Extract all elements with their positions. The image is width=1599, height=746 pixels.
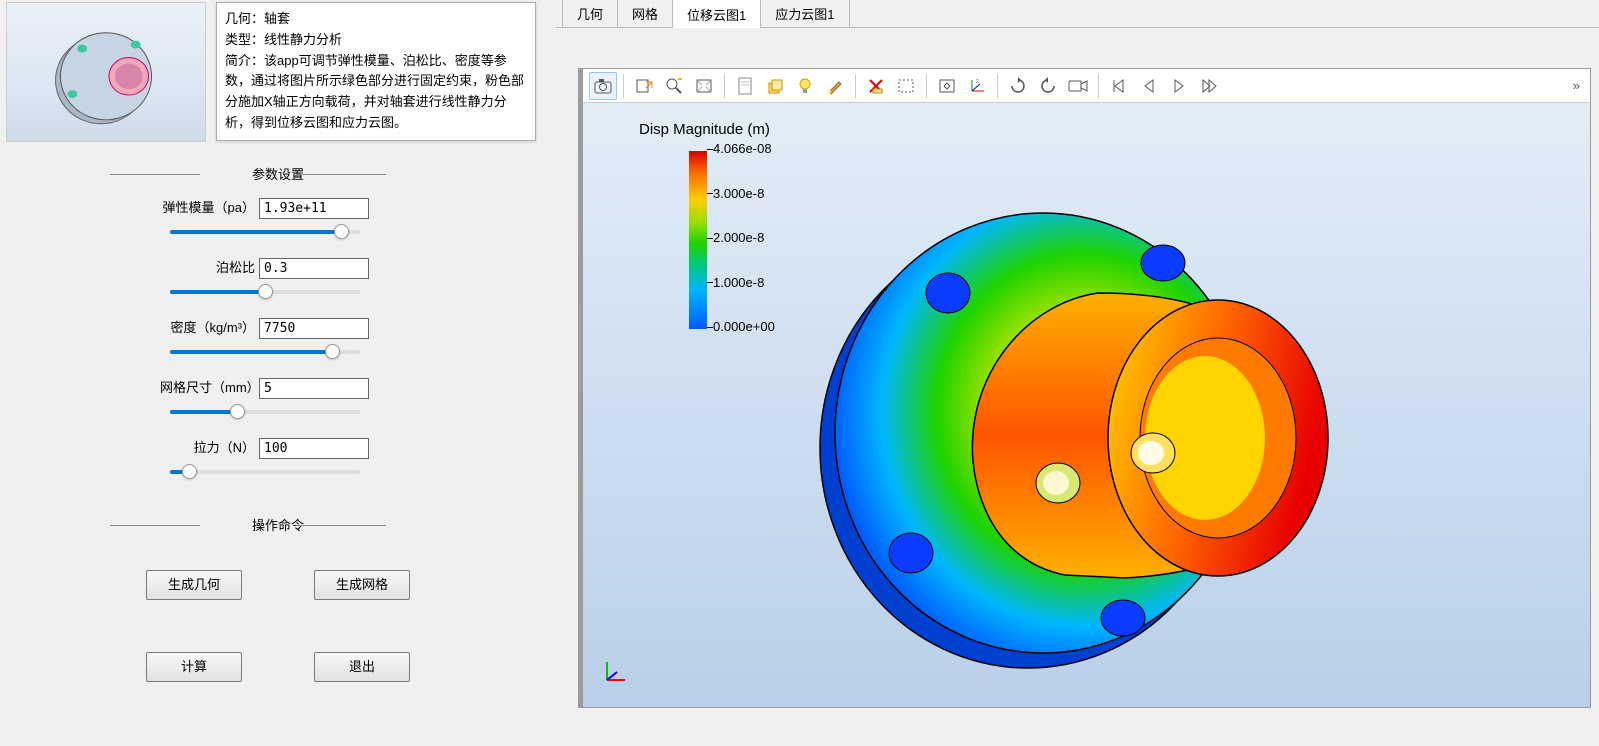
- param-input[interactable]: [259, 378, 369, 399]
- info-text: 几何：轴套 类型：线性静力分析 简介：该app可调节弹性模量、泊松比、密度等参数…: [216, 2, 536, 141]
- last-icon[interactable]: [1195, 72, 1223, 100]
- rot-ccw-icon[interactable]: [1034, 72, 1062, 100]
- param-input[interactable]: [259, 198, 369, 219]
- svg-text:z: z: [976, 79, 979, 85]
- legend-tick: 3.000e-8: [713, 186, 764, 201]
- toolbar-overflow-icon[interactable]: »: [1573, 78, 1584, 93]
- param-input[interactable]: [259, 318, 369, 339]
- legend-title: Disp Magnitude (m): [639, 121, 770, 138]
- camcorder-icon[interactable]: [1064, 72, 1092, 100]
- next-icon[interactable]: [1165, 72, 1193, 100]
- right-panel: 几何网格位移云图1应力云图1 z» Disp Magnitude (m) 4.0…: [556, 0, 1599, 746]
- param-label: 泊松比: [160, 257, 255, 276]
- legend-tick: 1.000e-8: [713, 275, 764, 290]
- legend-bar: [689, 151, 707, 329]
- param-slider[interactable]: [170, 405, 360, 419]
- thumbnail: [6, 2, 206, 142]
- legend-tick: 2.000e-8: [713, 230, 764, 245]
- param-label: 弹性模量（pa）: [160, 197, 255, 216]
- fea-render: [793, 153, 1373, 676]
- first-icon[interactable]: [1105, 72, 1133, 100]
- camera-icon[interactable]: [589, 72, 617, 100]
- fit-icon[interactable]: [933, 72, 961, 100]
- section-ops-title: 操作命令: [0, 515, 556, 534]
- tab-2[interactable]: 位移云图1: [672, 0, 761, 28]
- layers-icon[interactable]: [761, 72, 789, 100]
- viewport: z» Disp Magnitude (m) 4.066e-083.000e-82…: [578, 68, 1591, 708]
- bulb-icon[interactable]: [791, 72, 819, 100]
- legend-tick: 4.066e-08: [713, 141, 772, 156]
- page-icon[interactable]: [731, 72, 759, 100]
- param-slider[interactable]: [170, 345, 360, 359]
- tab-0[interactable]: 几何: [562, 0, 618, 27]
- rot-cw-icon[interactable]: [1004, 72, 1032, 100]
- eraser-icon[interactable]: [862, 72, 890, 100]
- left-panel: 几何：轴套 类型：线性静力分析 简介：该app可调节弹性模量、泊松比、密度等参数…: [0, 0, 556, 746]
- orientation-triad: [603, 658, 629, 687]
- param-slider[interactable]: [170, 285, 360, 299]
- frame-icon[interactable]: [690, 72, 718, 100]
- tab-bar: 几何网格位移云图1应力云图1: [556, 0, 1599, 28]
- legend-tick: 0.000e+00: [713, 319, 775, 334]
- gen-geo-button[interactable]: 生成几何: [146, 570, 242, 600]
- axes-icon[interactable]: z: [963, 72, 991, 100]
- viewport-toolbar: z»: [583, 69, 1590, 103]
- param-slider[interactable]: [170, 465, 360, 479]
- gen-mesh-button[interactable]: 生成网格: [314, 570, 410, 600]
- tab-3[interactable]: 应力云图1: [760, 0, 849, 27]
- calc-button[interactable]: 计算: [146, 652, 242, 682]
- param-label: 网格尺寸（mm）: [160, 377, 255, 396]
- magnify-icon[interactable]: [660, 72, 688, 100]
- param-input[interactable]: [259, 258, 369, 279]
- color-legend: Disp Magnitude (m) 4.066e-083.000e-82.00…: [639, 121, 770, 144]
- brush-icon[interactable]: [821, 72, 849, 100]
- app-root: 几何：轴套 类型：线性静力分析 简介：该app可调节弹性模量、泊松比、密度等参数…: [0, 0, 1599, 746]
- param-input[interactable]: [259, 438, 369, 459]
- section-params-title: 参数设置: [0, 164, 556, 183]
- select-icon[interactable]: [892, 72, 920, 100]
- param-slider[interactable]: [170, 225, 360, 239]
- exit-button[interactable]: 退出: [314, 652, 410, 682]
- export-icon[interactable]: [630, 72, 658, 100]
- tab-1[interactable]: 网格: [617, 0, 673, 27]
- param-label: 拉力（N）: [160, 437, 255, 456]
- canvas[interactable]: Disp Magnitude (m) 4.066e-08 3.000e-8 2.00…: [583, 103, 1590, 707]
- param-label: 密度（kg/m³）: [160, 317, 255, 336]
- prev-icon[interactable]: [1135, 72, 1163, 100]
